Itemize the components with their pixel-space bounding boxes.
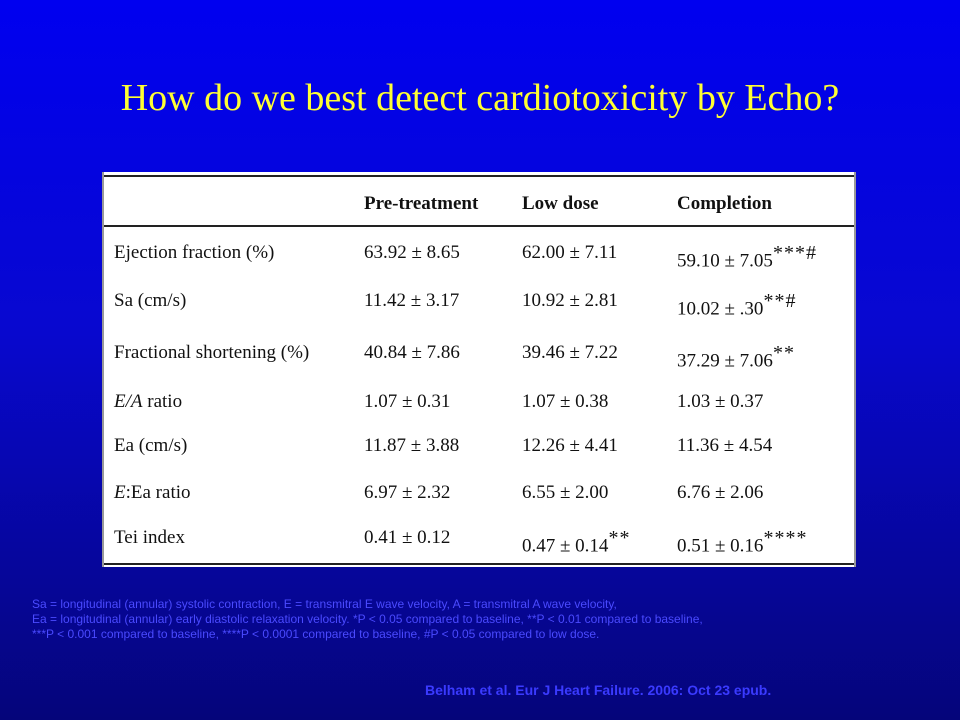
label-rest: ratio <box>142 391 183 412</box>
cell-completion: 1.03 ± 0.37 <box>677 391 764 412</box>
table-header-rule <box>102 225 856 227</box>
cell-value: 37.29 ± 7.06 <box>677 350 773 372</box>
cell-low-dose: 10.92 ± 2.81 <box>522 290 618 311</box>
row-label-ea: Ea (cm/s) <box>114 435 188 456</box>
cell-completion: 6.76 ± 2.06 <box>677 482 764 503</box>
cell-pre-treatment: 40.84 ± 7.86 <box>364 342 460 363</box>
cell-completion: 0.51 ± 0.16**** <box>677 527 807 557</box>
cell-low-dose: 39.46 ± 7.22 <box>522 342 618 363</box>
table-bottom-rule <box>102 563 856 565</box>
row-label-fractional-shortening: Fractional shortening (%) <box>114 342 310 363</box>
cell-completion: 37.29 ± 7.06** <box>677 342 795 372</box>
citation: Belham et al. Eur J Heart Failure. 2006:… <box>425 682 772 698</box>
label-italic: E <box>114 482 126 503</box>
header-pre-treatment: Pre-treatment <box>364 193 479 214</box>
footnote-line: Ea = longitudinal (annular) early diasto… <box>32 612 703 626</box>
cell-pre-treatment: 11.87 ± 3.88 <box>364 435 460 456</box>
significance-marker: ***# <box>772 242 817 264</box>
row-label-sa: Sa (cm/s) <box>114 290 187 311</box>
table-right-border <box>854 172 856 567</box>
cell-completion: 11.36 ± 4.54 <box>677 435 773 456</box>
cell-completion: 10.02 ± .30**# <box>677 290 796 320</box>
results-table: Pre-treatment Low dose Completion Ejecti… <box>102 172 856 567</box>
label-italic: E/A <box>114 391 143 412</box>
row-label-ea-ratio: E/A ratio <box>114 391 182 413</box>
row-label-ejection-fraction: Ejection fraction (%) <box>114 242 275 263</box>
cell-value: 0.51 ± 0.16 <box>677 535 764 557</box>
significance-marker: **** <box>763 527 808 549</box>
slide-title: How do we best detect cardiotoxicity by … <box>120 77 840 119</box>
table-footnote: Sa = longitudinal (annular) systolic con… <box>32 597 932 642</box>
cell-low-dose: 1.07 ± 0.38 <box>522 391 609 412</box>
row-label-tei-index: Tei index <box>114 527 185 548</box>
cell-pre-treatment: 6.97 ± 2.32 <box>364 482 451 503</box>
cell-pre-treatment: 1.07 ± 0.31 <box>364 391 451 412</box>
footnote-line: Sa = longitudinal (annular) systolic con… <box>32 597 617 611</box>
cell-low-dose: 0.47 ± 0.14** <box>522 527 630 557</box>
table-top-rule <box>102 175 856 177</box>
header-low-dose: Low dose <box>522 193 599 214</box>
significance-marker: ** <box>608 527 631 549</box>
footnote-line: ***P < 0.001 compared to baseline, ****P… <box>32 627 600 641</box>
cell-completion: 59.10 ± 7.05***# <box>677 242 817 272</box>
cell-value: 10.02 ± .30 <box>677 298 764 320</box>
cell-low-dose: 12.26 ± 4.41 <box>522 435 618 456</box>
cell-value: 0.47 ± 0.14 <box>522 535 609 557</box>
cell-low-dose: 6.55 ± 2.00 <box>522 482 609 503</box>
cell-pre-treatment: 11.42 ± 3.17 <box>364 290 460 311</box>
cell-low-dose: 62.00 ± 7.11 <box>522 242 618 263</box>
cell-pre-treatment: 0.41 ± 0.12 <box>364 527 451 548</box>
header-completion: Completion <box>677 193 772 214</box>
table-left-border <box>102 172 104 567</box>
label-rest: :Ea ratio <box>125 482 191 503</box>
row-label-e-ea-ratio: E:Ea ratio <box>114 482 191 504</box>
significance-marker: **# <box>763 290 797 312</box>
cell-pre-treatment: 63.92 ± 8.65 <box>364 242 460 263</box>
cell-value: 59.10 ± 7.05 <box>677 250 773 272</box>
significance-marker: ** <box>772 342 795 364</box>
